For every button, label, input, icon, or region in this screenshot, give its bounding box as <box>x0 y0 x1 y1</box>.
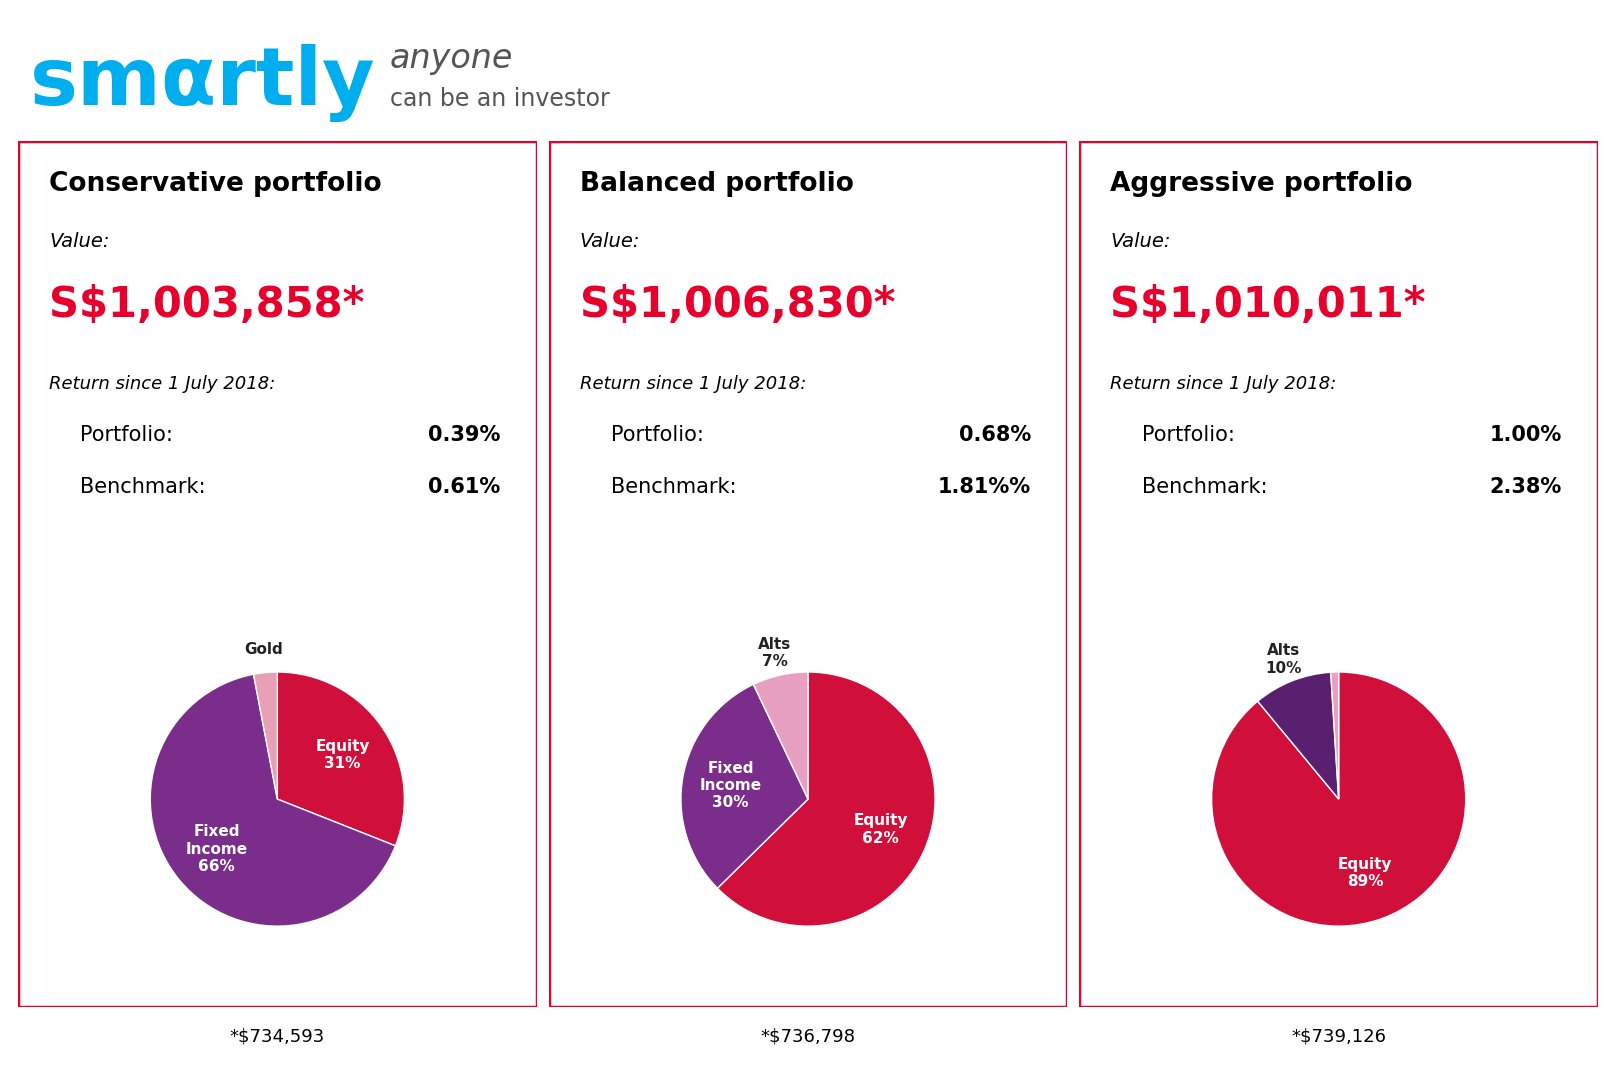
Text: Fixed
Income
66%: Fixed Income 66% <box>186 825 247 874</box>
Text: Portfolio:: Portfolio: <box>81 425 173 445</box>
Text: Return since 1 July 2018:: Return since 1 July 2018: <box>580 375 806 393</box>
Text: 0.68%: 0.68% <box>958 425 1031 445</box>
Text: can be an investor: can be an investor <box>389 86 609 111</box>
Text: smαrtly: smαrtly <box>31 45 375 123</box>
Text: Alts
10%: Alts 10% <box>1265 643 1301 675</box>
Wedge shape <box>1330 672 1338 799</box>
FancyBboxPatch shape <box>18 141 537 1007</box>
Wedge shape <box>254 672 278 799</box>
FancyBboxPatch shape <box>1079 141 1598 1007</box>
Wedge shape <box>1257 672 1338 799</box>
Text: Portfolio:: Portfolio: <box>1141 425 1235 445</box>
Text: Fixed
Income
30%: Fixed Income 30% <box>700 761 761 810</box>
Text: S$1,006,830*: S$1,006,830* <box>580 284 895 325</box>
Text: 0.61%: 0.61% <box>428 477 501 497</box>
Text: Alts
7%: Alts 7% <box>758 637 792 669</box>
Text: Benchmark:: Benchmark: <box>81 477 205 497</box>
Text: Equity
62%: Equity 62% <box>853 813 908 846</box>
Text: Benchmark:: Benchmark: <box>611 477 737 497</box>
Text: Gold: Gold <box>244 642 283 657</box>
Text: Return since 1 July 2018:: Return since 1 July 2018: <box>48 375 275 393</box>
Text: S$1,003,858*: S$1,003,858* <box>48 284 365 325</box>
Text: Value:: Value: <box>1110 232 1172 251</box>
Wedge shape <box>278 672 404 846</box>
Text: 0.39%: 0.39% <box>428 425 501 445</box>
Text: *$739,126: *$739,126 <box>1291 1028 1387 1046</box>
Text: anyone: anyone <box>389 42 514 75</box>
Text: 1.00%: 1.00% <box>1490 425 1561 445</box>
Text: S$1,010,011*: S$1,010,011* <box>1110 284 1425 325</box>
FancyBboxPatch shape <box>549 141 1067 1007</box>
Wedge shape <box>1212 672 1466 926</box>
Text: Value:: Value: <box>580 232 640 251</box>
Text: 2.38%: 2.38% <box>1490 477 1561 497</box>
Text: Benchmark:: Benchmark: <box>1141 477 1267 497</box>
Text: Return since 1 July 2018:: Return since 1 July 2018: <box>1110 375 1336 393</box>
Text: Equity
89%: Equity 89% <box>1338 857 1393 890</box>
Wedge shape <box>680 684 808 888</box>
Text: Equity
31%: Equity 31% <box>315 738 370 771</box>
Text: Portfolio:: Portfolio: <box>611 425 705 445</box>
Wedge shape <box>150 674 396 926</box>
Text: *$734,593: *$734,593 <box>229 1028 325 1046</box>
Text: Value:: Value: <box>48 232 110 251</box>
Text: Balanced portfolio: Balanced portfolio <box>580 171 853 197</box>
Text: Conservative portfolio: Conservative portfolio <box>48 171 381 197</box>
Wedge shape <box>753 672 808 799</box>
Text: *$736,798: *$736,798 <box>761 1028 855 1046</box>
Text: 1.81%%: 1.81%% <box>937 477 1031 497</box>
Wedge shape <box>718 672 936 926</box>
Text: Aggressive portfolio: Aggressive portfolio <box>1110 171 1412 197</box>
